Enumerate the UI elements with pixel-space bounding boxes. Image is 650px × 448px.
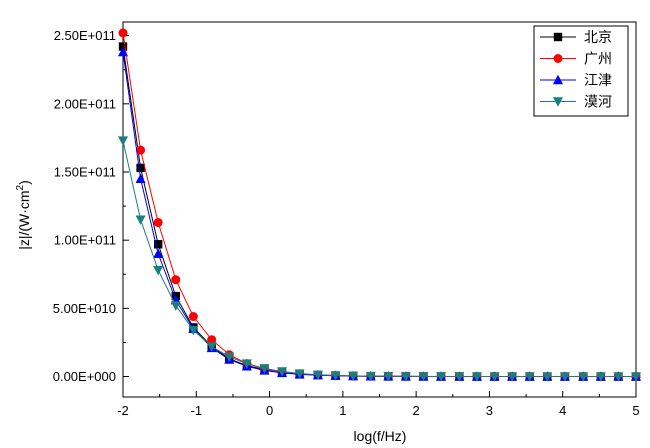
data-point	[330, 371, 341, 381]
y-tick-label: 2.50E+011	[54, 28, 116, 43]
data-point	[135, 215, 146, 225]
data-point	[294, 369, 305, 379]
data-point	[348, 371, 359, 382]
legend-entry: 北京	[540, 30, 612, 46]
data-point	[118, 42, 128, 51]
data-point	[454, 372, 465, 382]
legend-marker	[553, 32, 563, 42]
data-point	[312, 370, 323, 380]
data-point	[365, 371, 376, 382]
series-layer	[118, 28, 641, 382]
data-point	[471, 372, 482, 382]
x-tick-label: -1	[191, 403, 203, 418]
data-point	[507, 372, 518, 382]
y-tick-label: 0.00E+000	[53, 369, 116, 384]
x-tick-label: 1	[339, 403, 346, 418]
data-point	[170, 301, 181, 311]
legend-label: 漠河	[584, 95, 612, 111]
data-point	[595, 372, 606, 382]
series-4	[118, 136, 641, 382]
y-axis-title-main: |z|/(W·cm	[16, 190, 32, 249]
x-tick-label: 4	[559, 403, 566, 418]
data-point	[277, 367, 288, 377]
legend-label: 广州	[584, 52, 612, 68]
data-point	[542, 372, 553, 382]
legend-entry: 江津	[540, 73, 612, 89]
data-point	[631, 372, 641, 382]
y-tick-label: 5.00E+010	[53, 301, 116, 316]
data-point	[206, 342, 217, 352]
data-point	[400, 372, 411, 382]
data-point	[259, 364, 270, 374]
y-tick-label: 1.00E+011	[54, 233, 116, 248]
data-point	[578, 372, 589, 382]
data-point	[188, 325, 199, 336]
y-axis-title-sup: 2	[15, 184, 26, 190]
y-axis-title: |z|/(W·cm2)	[15, 180, 32, 250]
data-point	[153, 217, 163, 227]
legend-entry: 漠河	[540, 95, 612, 111]
y-tick-labels: 0.00E+000 5.00E+010 1.00E+011 1.50E+011 2.00…	[53, 28, 116, 384]
legend-marker	[553, 74, 563, 85]
data-point	[418, 372, 429, 382]
x-tick-label: 3	[486, 403, 493, 418]
y-axis-title-close: )	[16, 180, 32, 185]
x-tick-label: 0	[266, 403, 273, 418]
data-point	[118, 28, 128, 38]
legend-box	[533, 25, 629, 117]
data-point	[153, 265, 164, 276]
legend-entry: 广州	[540, 52, 612, 68]
y-tick-label: 2.00E+011	[54, 96, 116, 111]
data-point	[241, 359, 252, 369]
data-point	[153, 248, 164, 259]
legend-label: 北京	[584, 30, 612, 46]
data-point	[118, 136, 128, 146]
x-axis-title: log(f/Hz)	[354, 428, 407, 444]
data-point	[559, 372, 570, 382]
data-point	[153, 240, 163, 249]
legend-label: 江津	[584, 73, 612, 89]
data-point	[207, 335, 217, 345]
x-tick-label: 2	[413, 403, 420, 418]
data-point	[171, 275, 181, 285]
data-point	[383, 372, 394, 382]
y-tick-label: 1.50E+011	[54, 165, 116, 180]
x-tick-label: 5	[632, 403, 639, 418]
data-point	[135, 173, 146, 184]
data-point	[188, 312, 198, 322]
data-point	[436, 372, 447, 382]
legend-marker	[553, 97, 563, 107]
data-point	[489, 372, 500, 382]
data-point	[136, 145, 146, 155]
x-tick-label: -2	[117, 403, 129, 418]
data-point	[118, 46, 128, 57]
data-point	[524, 372, 535, 382]
x-tick-labels: -2 -1 0 1 2 3 4 5	[117, 403, 639, 418]
data-point	[613, 372, 624, 382]
data-point	[136, 163, 145, 173]
legend-marker	[553, 54, 563, 63]
data-point	[224, 352, 235, 362]
